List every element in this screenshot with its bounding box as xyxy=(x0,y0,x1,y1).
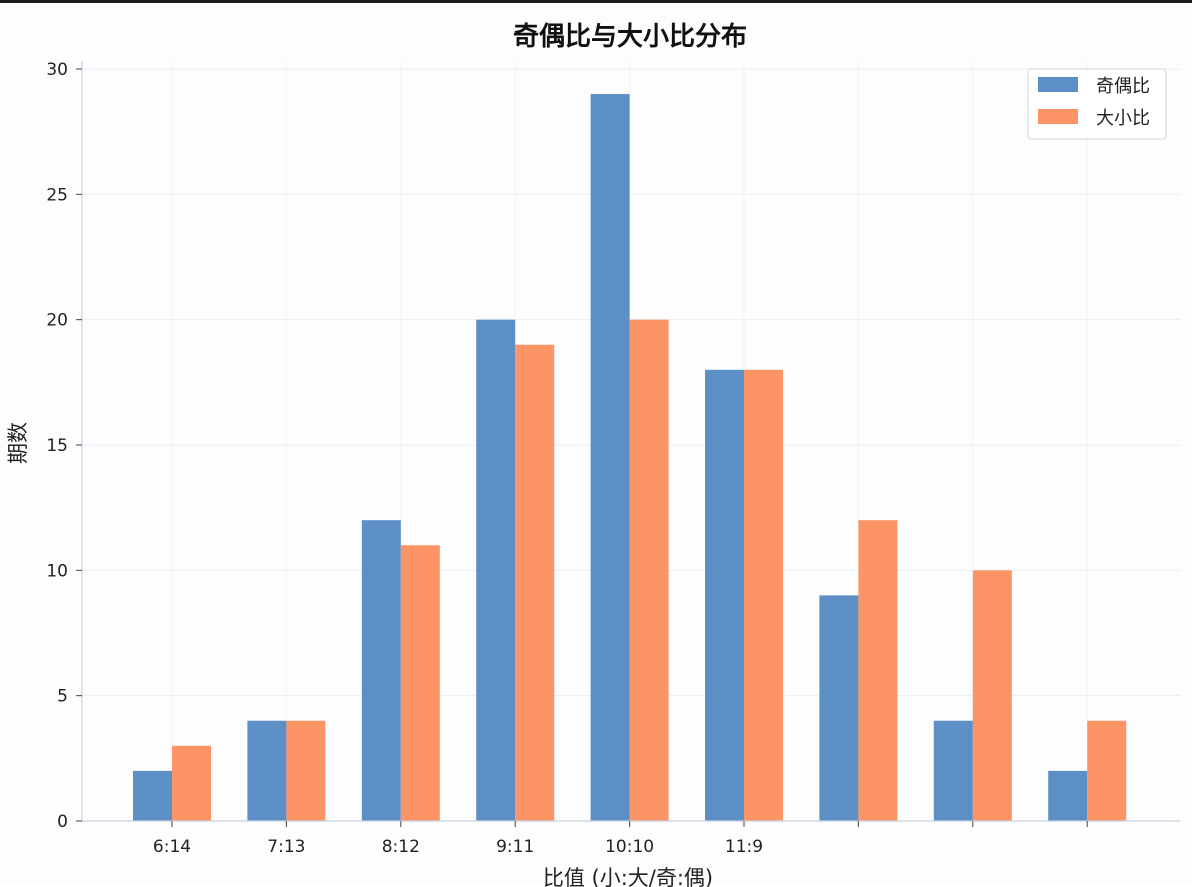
x-axis-label: 比值 (小:大/奇:偶) xyxy=(543,866,713,887)
y-tick-label: 20 xyxy=(46,311,68,331)
bar-big-small xyxy=(400,545,440,821)
bar-odd-even xyxy=(133,770,172,821)
y-tick-label: 30 xyxy=(46,60,68,80)
bar-odd-even xyxy=(819,595,859,821)
x-tick-label: 11:9 xyxy=(725,837,763,857)
chart-title: 奇偶比与大小比分布 xyxy=(513,22,747,52)
legend-label-big-small: 大小比 xyxy=(1096,108,1150,129)
legend-swatch-odd-even xyxy=(1038,77,1078,92)
y-tick-label: 10 xyxy=(46,561,68,581)
y-tick-label: 15 xyxy=(46,436,68,456)
bar-big-small xyxy=(858,520,898,821)
bar-big-small xyxy=(744,369,783,821)
bar-big-small xyxy=(972,570,1012,821)
y-axis-label: 期数 xyxy=(6,422,30,464)
bar-odd-even xyxy=(705,369,744,821)
legend: 奇偶比 大小比 xyxy=(1027,68,1167,140)
x-tick-label: 6:14 xyxy=(153,837,191,857)
bar-odd-even xyxy=(1048,770,1088,821)
x-tick-label: 9:11 xyxy=(496,837,534,857)
bar-odd-even xyxy=(476,319,516,821)
y-tick-label: 0 xyxy=(57,812,68,832)
x-tick-label: 7:13 xyxy=(267,837,305,857)
y-tick-label: 25 xyxy=(46,185,68,205)
x-ticks: 6:14 7:13 8:12 9:11 10:10 11:9 xyxy=(153,821,1088,857)
bar-odd-even xyxy=(590,94,630,822)
bars xyxy=(133,94,1127,822)
bar-odd-even xyxy=(247,720,287,821)
legend-label-odd-even: 奇偶比 xyxy=(1096,76,1150,97)
bar-big-small xyxy=(286,720,326,821)
bar-big-small xyxy=(172,745,211,821)
x-tick-label: 8:12 xyxy=(382,837,420,857)
axes xyxy=(81,61,1180,822)
bar-big-small xyxy=(1087,720,1127,821)
bar-big-small xyxy=(515,344,555,821)
x-tick-label: 10:10 xyxy=(605,837,654,857)
bar-odd-even xyxy=(361,520,401,821)
chart: 0 5 10 15 20 25 30 6:14 7:13 8:12 9:11 10:10 11:9 奇… xyxy=(6,22,1180,887)
legend-swatch-big-small xyxy=(1038,109,1078,124)
y-tick-label: 5 xyxy=(57,687,68,707)
y-ticks: 0 5 10 15 20 25 30 xyxy=(46,60,82,832)
bar-odd-even xyxy=(933,720,973,821)
bar-big-small xyxy=(629,319,669,821)
